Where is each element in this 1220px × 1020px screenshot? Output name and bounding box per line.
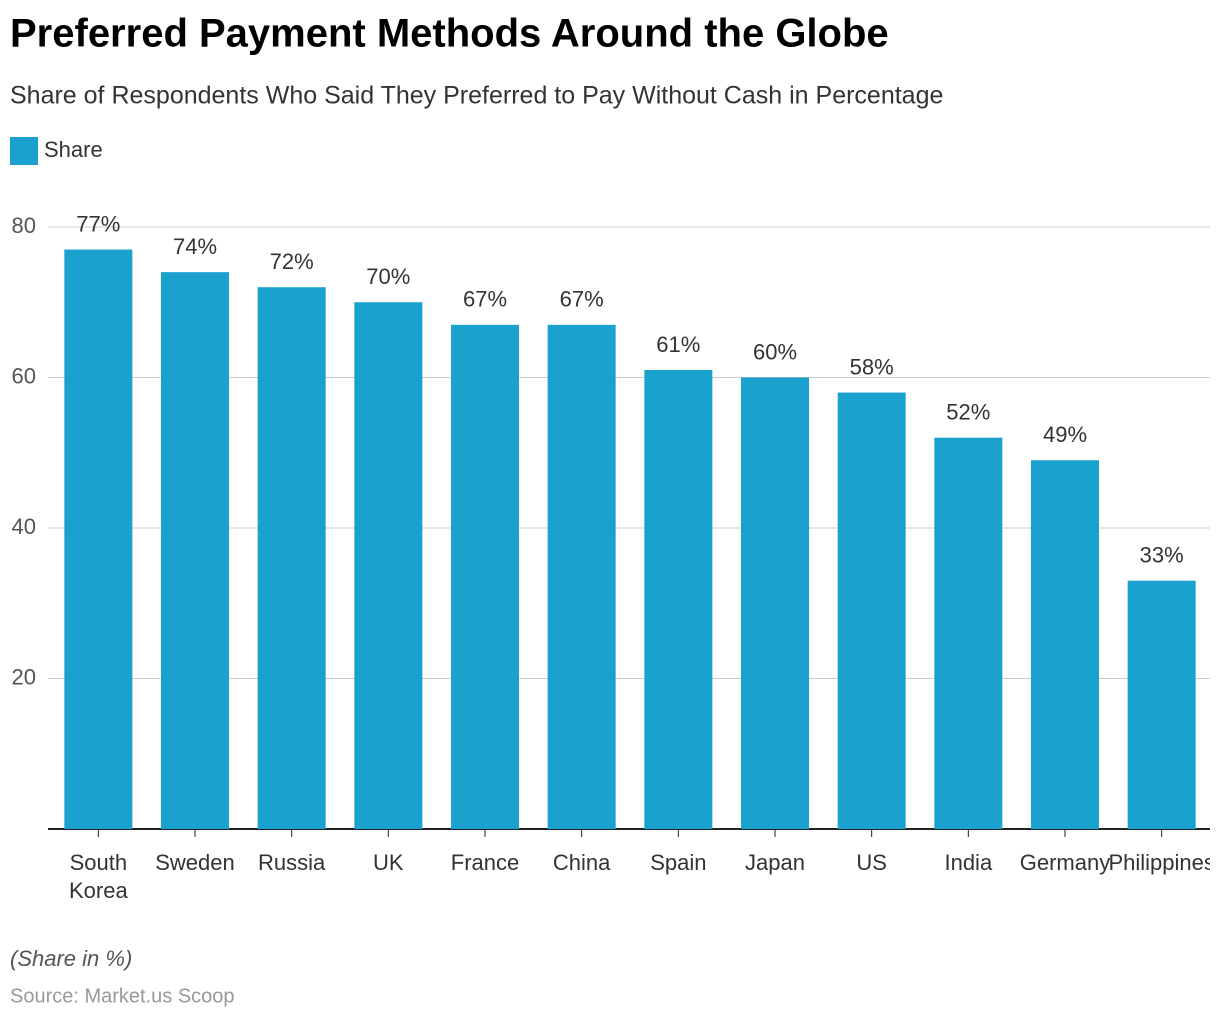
- x-tick-label: China: [553, 850, 611, 875]
- annotation: (Share in %): [10, 946, 132, 971]
- legend-swatch: [10, 137, 38, 165]
- bar: [451, 324, 519, 829]
- value-label: 60%: [753, 339, 797, 364]
- y-tick-label: 20: [12, 664, 36, 689]
- bar: [161, 272, 229, 829]
- value-label: 77%: [76, 211, 120, 236]
- value-label: 70%: [366, 264, 410, 289]
- x-tick-label: UK: [373, 850, 404, 875]
- bar: [837, 392, 906, 829]
- x-tick-label: India: [944, 850, 992, 875]
- bar: [64, 249, 133, 829]
- x-tick-label: Germany: [1020, 850, 1110, 875]
- x-tick-label: Spain: [650, 850, 706, 875]
- bar: [1127, 580, 1196, 829]
- bar: [547, 324, 616, 829]
- y-tick-label: 80: [12, 213, 36, 238]
- x-tick-label: South Korea: [69, 850, 128, 903]
- chart-subtitle: Share of Respondents Who Said They Prefe…: [10, 82, 943, 110]
- chart-title: Preferred Payment Methods Around the Glo…: [10, 12, 889, 56]
- x-tick-label: Russia: [258, 850, 326, 875]
- bar: [934, 437, 1003, 829]
- value-label: 72%: [270, 249, 314, 274]
- value-label: 49%: [1043, 422, 1087, 447]
- x-tick-label: Japan: [745, 850, 805, 875]
- value-label: 67%: [560, 287, 604, 312]
- bar: [741, 377, 809, 829]
- x-tick-label: France: [451, 850, 519, 875]
- bar: [354, 302, 423, 829]
- y-tick-label: 40: [12, 514, 36, 539]
- value-label: 58%: [850, 354, 894, 379]
- bar: [644, 369, 713, 829]
- legend-label: Share: [44, 137, 103, 162]
- x-tick-label: Sweden: [155, 850, 235, 875]
- source: Source: Market.us Scoop: [10, 985, 235, 1007]
- x-tick-label: Philippines: [1108, 850, 1214, 875]
- x-tick-label: US: [856, 850, 887, 875]
- value-label: 52%: [946, 400, 990, 425]
- value-label: 74%: [173, 234, 217, 259]
- value-label: 61%: [656, 332, 700, 357]
- y-tick-label: 60: [12, 363, 36, 388]
- bar: [1031, 460, 1099, 829]
- value-label: 67%: [463, 287, 507, 312]
- value-label: 33%: [1140, 542, 1184, 567]
- bar: [257, 287, 326, 829]
